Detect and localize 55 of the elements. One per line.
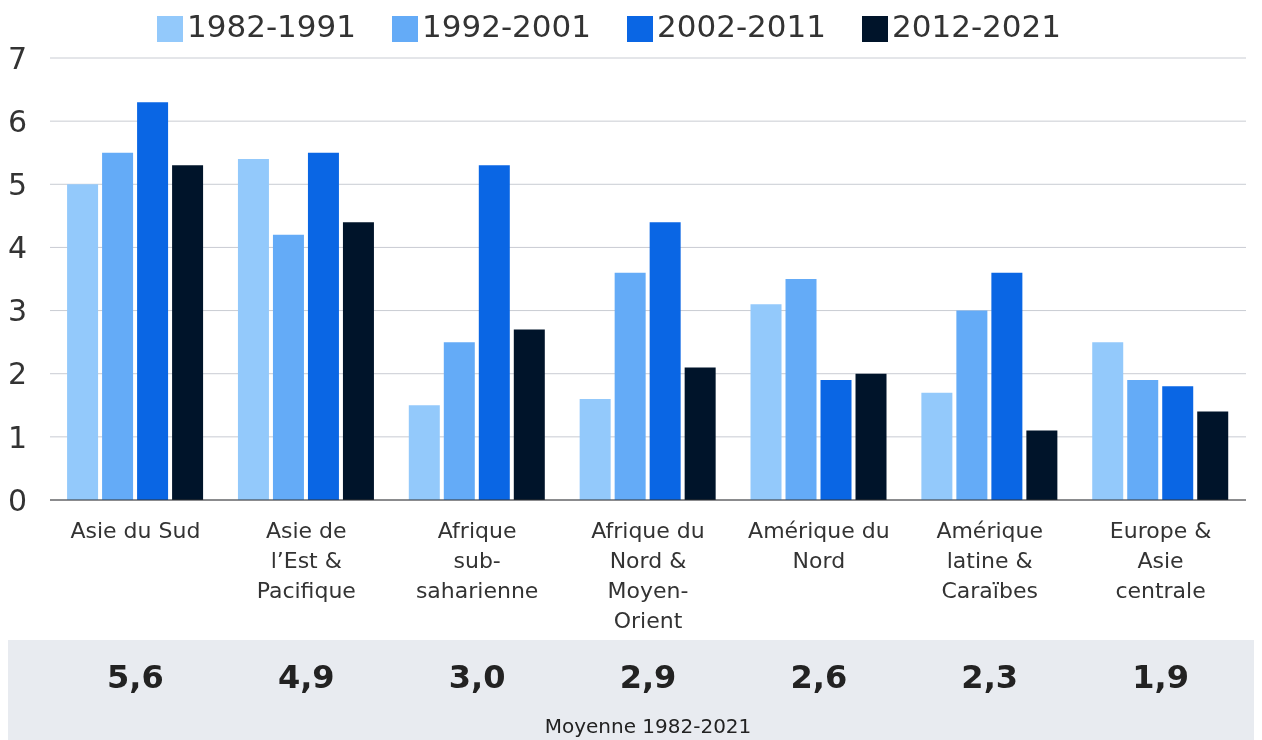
bar: [478, 165, 510, 500]
bar: [408, 405, 440, 500]
bar: [921, 392, 953, 500]
bar: [614, 272, 646, 500]
y-tick-label: 0: [8, 482, 28, 518]
text: Moyenne 1982-2021: [543, 714, 753, 738]
bar: [649, 222, 681, 500]
y-tick-label: 2: [8, 356, 28, 392]
y-tick-label: 7: [8, 40, 28, 76]
bar: [172, 165, 204, 500]
bar: [67, 184, 99, 500]
x-tick-label: Asie du Sud: [70, 518, 201, 543]
bar: [1162, 386, 1194, 500]
legend-label: 1982-1991: [187, 8, 357, 44]
x-tick-label: Europe & Asie centrale: [1109, 518, 1212, 603]
legend-label: 2002-2011: [657, 8, 826, 44]
legend-label: 2012-2021: [891, 8, 1061, 44]
bar: [102, 152, 134, 500]
text: 4,9: [276, 658, 336, 696]
y-tick-label: 5: [8, 166, 28, 202]
legend-label: 1992-2001: [422, 8, 591, 44]
text: 1,9: [1131, 658, 1190, 696]
bar: [137, 102, 169, 500]
x-tick-label: Afrique sub-saharienne: [415, 518, 539, 603]
bar: [579, 398, 611, 500]
bar: [855, 373, 887, 500]
x-tick-label: Amérique du Nord: [748, 518, 890, 573]
text: 5,6: [106, 658, 165, 696]
bar: [443, 342, 475, 500]
bar: [1197, 411, 1229, 500]
bar: [750, 304, 782, 500]
x-tick-label: Amérique latine & Caraïbes: [936, 518, 1044, 603]
bar: [1092, 342, 1124, 500]
bar: [513, 329, 545, 500]
bar: [1026, 430, 1058, 500]
x-tick-label: Afrique du Nord & Moyen-Orient: [591, 518, 705, 633]
text: 2,9: [618, 658, 678, 696]
bar: [1127, 380, 1159, 500]
y-tick-label: 1: [8, 419, 28, 455]
y-tick-label: 3: [8, 293, 28, 329]
y-tick-label: 4: [8, 230, 28, 266]
bar: [307, 152, 339, 500]
bar: [820, 380, 852, 500]
text: 2,3: [960, 658, 1020, 696]
bar: [785, 279, 817, 500]
bar: [684, 367, 716, 500]
x-tick-label: Asie de l’Est & Pacifique: [256, 518, 356, 603]
bar: [956, 310, 988, 500]
bar: [342, 222, 374, 500]
bar: [272, 234, 304, 500]
text: 3,0: [447, 658, 507, 696]
bar: [237, 159, 269, 500]
text: 2,6: [789, 658, 849, 696]
y-tick-label: 6: [8, 103, 28, 139]
bar: [991, 272, 1023, 500]
